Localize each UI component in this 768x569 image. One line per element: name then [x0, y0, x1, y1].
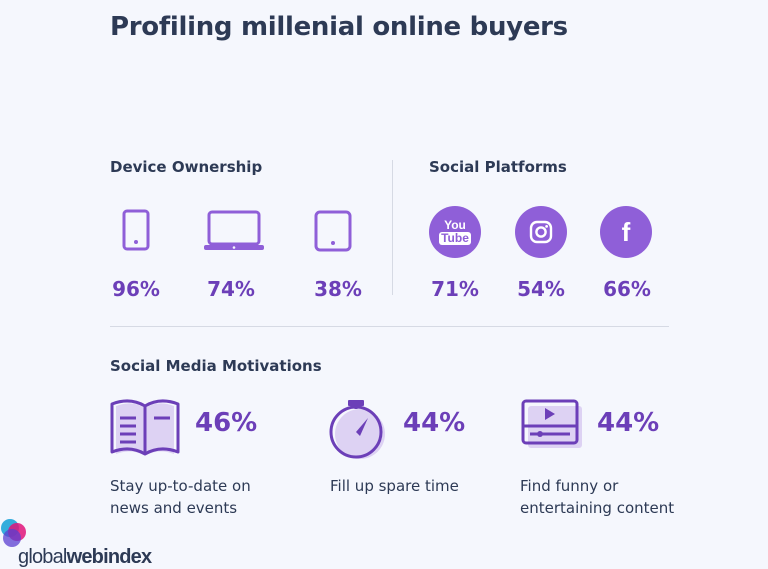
page-title: Profiling millenial online buyers [110, 12, 568, 42]
instagram-glyph-icon [529, 220, 553, 244]
youtube-icon: You Tube [429, 206, 481, 258]
smartphone-ownership-value: 96% [112, 277, 160, 301]
laptop-ownership-value: 74% [207, 277, 255, 301]
stopwatch-icon [329, 400, 385, 459]
facebook-icon: f [600, 206, 652, 258]
instagram-usage-value: 54% [517, 277, 565, 301]
brand-wordmark: globalwebindex [18, 546, 153, 569]
instagram-icon [515, 206, 567, 258]
youtube-usage-value: 71% [431, 277, 479, 301]
youtube-icon-text-bottom: Tube [439, 231, 471, 245]
section-divider-vertical [392, 160, 393, 295]
motivations-heading: Social Media Motivations [110, 357, 322, 375]
stay-up-to-date-value: 46% [195, 408, 258, 438]
smartphone-icon [122, 209, 150, 251]
funny-content-value: 44% [597, 408, 660, 438]
video-player-icon [521, 399, 582, 448]
funny-content-caption: Find funny or entertaining content [520, 475, 674, 519]
tablet-ownership-value: 38% [314, 277, 362, 301]
brand-prefix: global [18, 546, 67, 568]
brand-suffix: webindex [66, 546, 153, 568]
laptop-icon [204, 210, 264, 250]
open-book-icon [110, 399, 180, 456]
caption-line: entertaining content [520, 499, 675, 517]
fill-spare-time-caption: Fill up spare time [330, 475, 459, 497]
facebook-usage-value: 66% [603, 277, 651, 301]
fill-spare-time-value: 44% [403, 408, 466, 438]
caption-line: Fill up spare time [330, 477, 459, 495]
youtube-icon-text-top: You [444, 218, 466, 232]
device-ownership-heading: Device Ownership [110, 158, 263, 176]
facebook-icon-letter: f [621, 216, 631, 247]
section-divider-horizontal [110, 326, 669, 327]
caption-line: news and events [110, 499, 238, 517]
globalwebindex-logo-icon [1, 519, 26, 547]
tablet-icon [314, 210, 352, 252]
caption-line: Stay up-to-date on [110, 477, 251, 495]
social-platforms-heading: Social Platforms [429, 158, 567, 176]
stay-up-to-date-caption: Stay up-to-date on news and events [110, 475, 251, 519]
caption-line: Find funny or [520, 477, 619, 495]
